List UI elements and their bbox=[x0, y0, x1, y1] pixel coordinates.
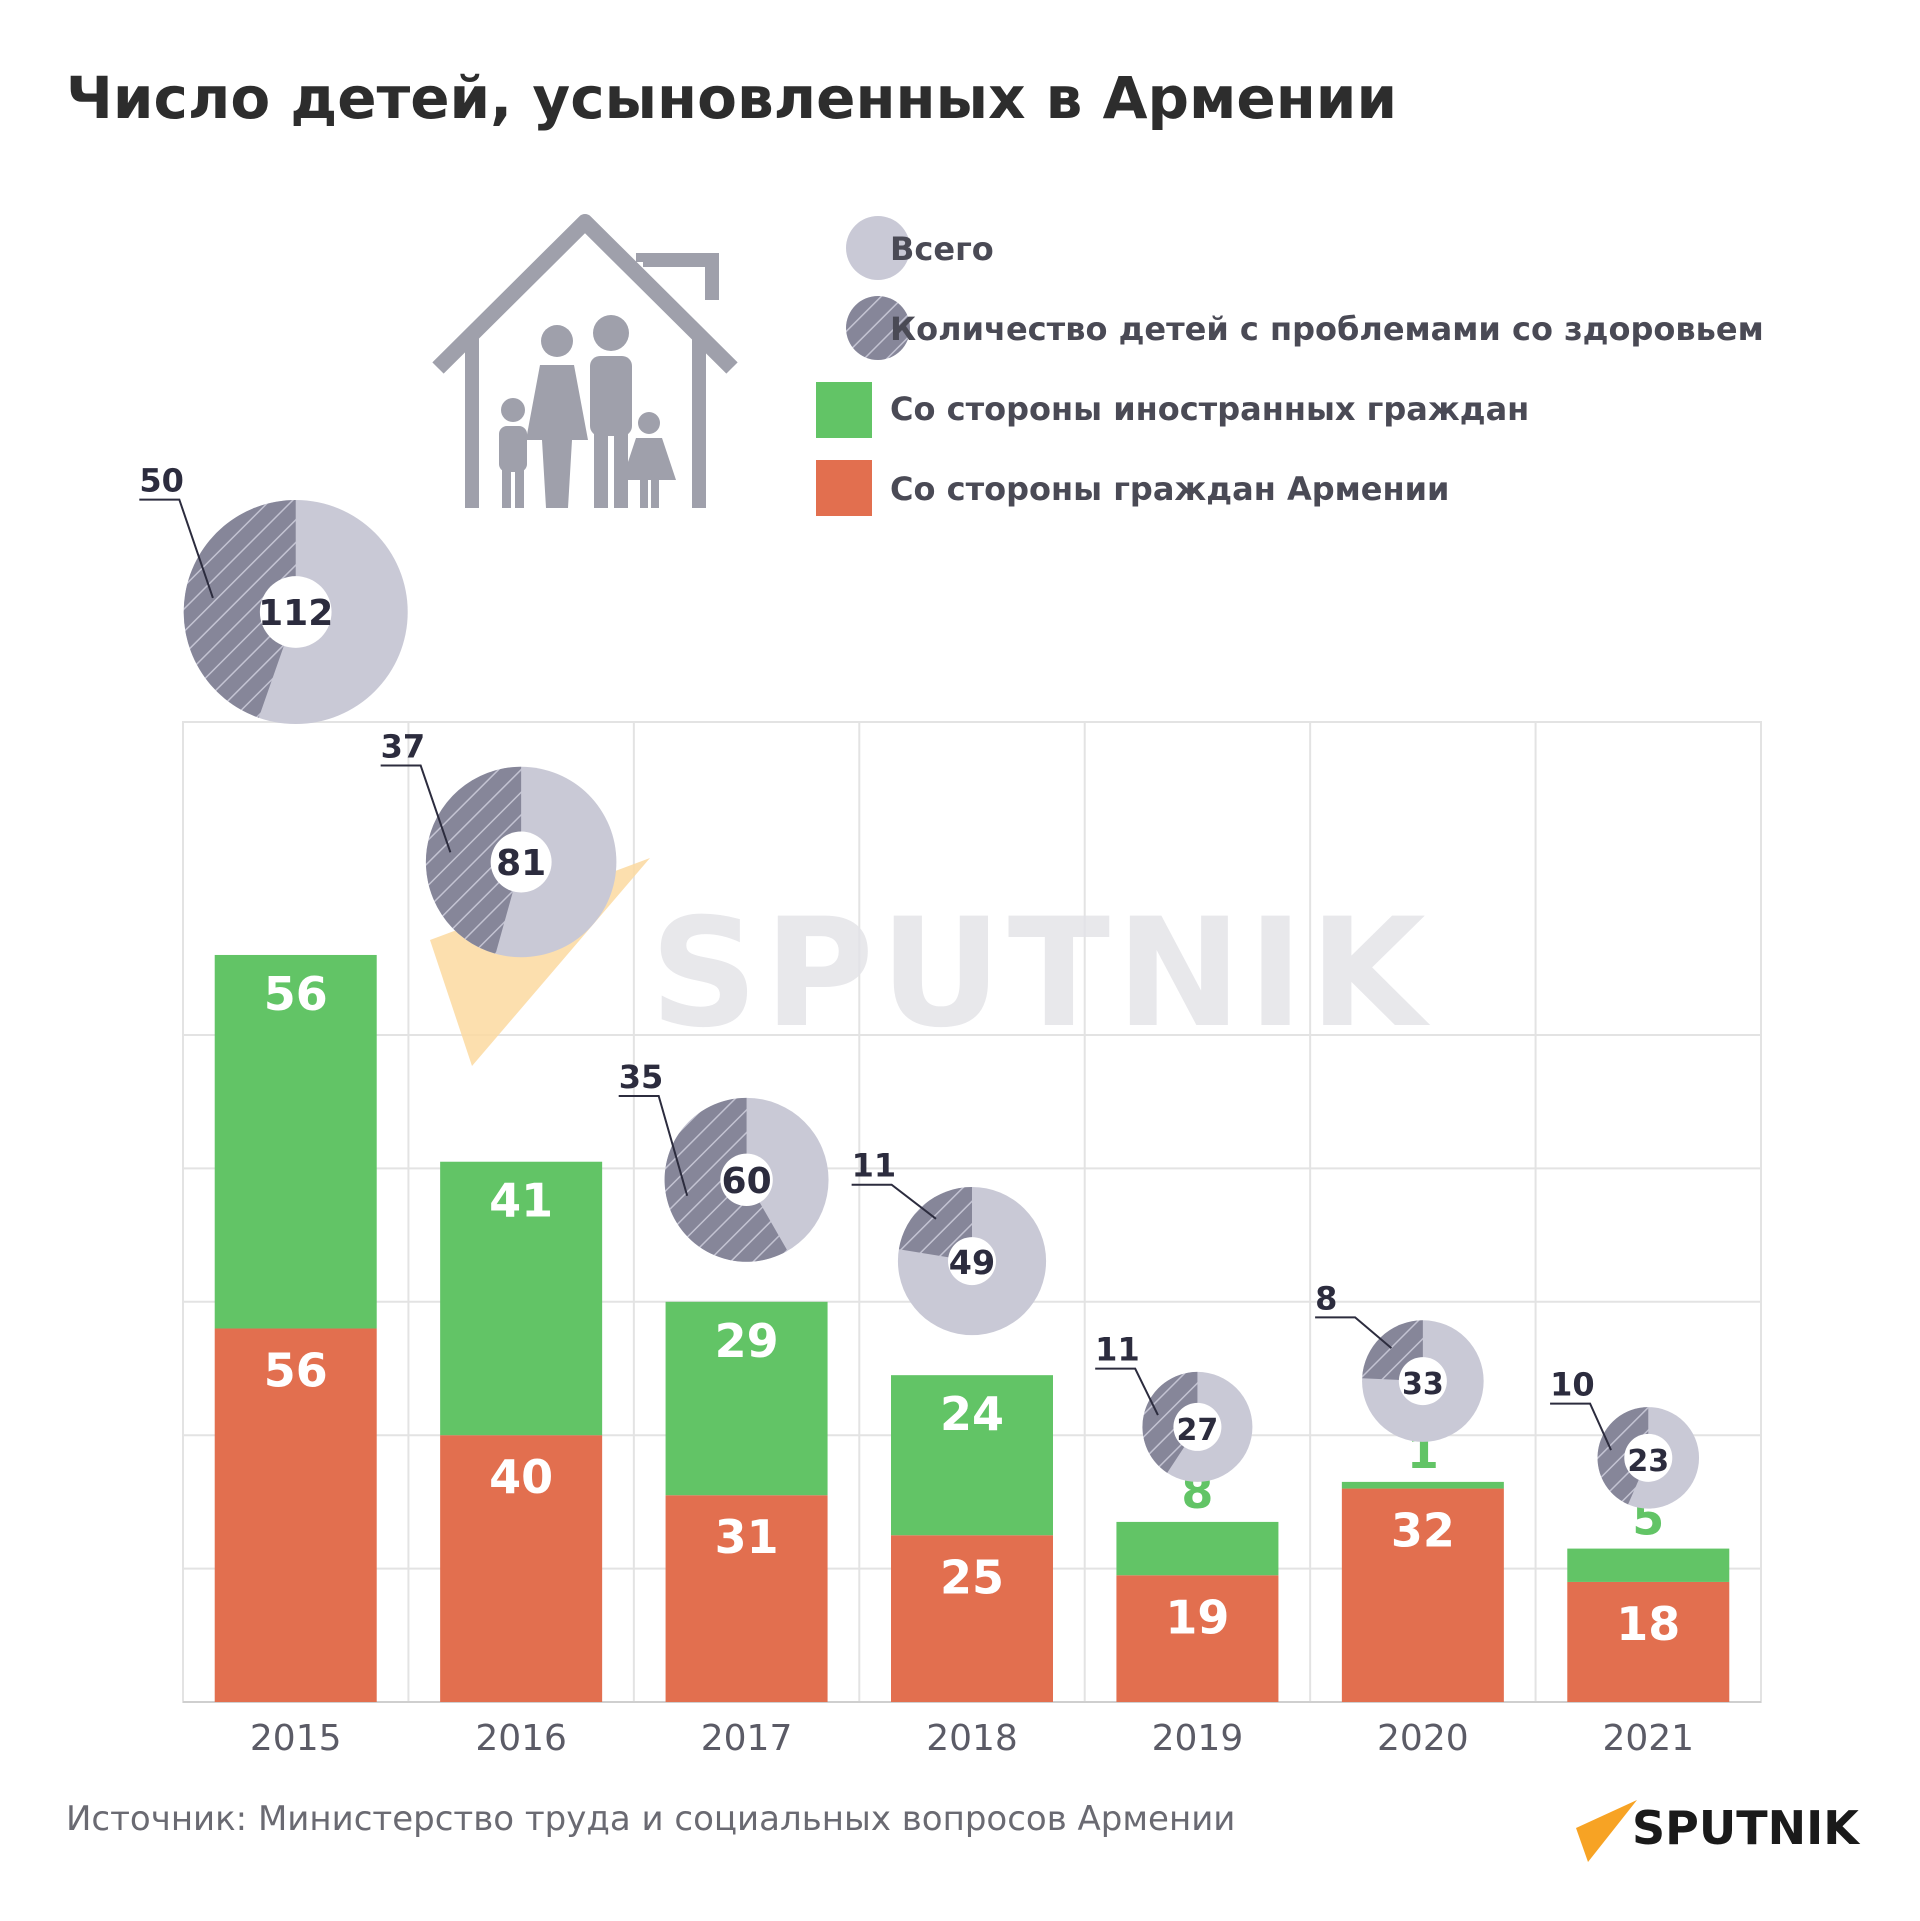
bar-label-armenian: 19 bbox=[1165, 1590, 1229, 1644]
bar-label-armenian: 31 bbox=[715, 1510, 779, 1564]
legend-label: Со стороны граждан Армении bbox=[890, 470, 1449, 508]
donut-2018: 49 11 bbox=[851, 1147, 1047, 1336]
bar-foreign-2019 bbox=[1116, 1521, 1279, 1576]
bar-foreign-2021 bbox=[1567, 1548, 1730, 1582]
donut-hole bbox=[1398, 1357, 1447, 1406]
donut-health-label: 8 bbox=[1315, 1279, 1337, 1317]
donut-health-label: 35 bbox=[619, 1058, 664, 1096]
x-tick-label: 2021 bbox=[1602, 1718, 1694, 1759]
donut-health-label: 11 bbox=[1095, 1331, 1140, 1369]
legend-label: Всего bbox=[890, 230, 994, 268]
bar-armenian-2016 bbox=[440, 1435, 603, 1702]
source-note: Источник: Министерство труда и социальны… bbox=[66, 1799, 1235, 1839]
donut-leader-line bbox=[139, 498, 214, 599]
donut-leader-line bbox=[1315, 1316, 1393, 1349]
bar-label-armenian: 18 bbox=[1616, 1597, 1680, 1651]
donut-total-label: 112 bbox=[258, 593, 333, 634]
donut-health-slice bbox=[1142, 1371, 1198, 1473]
sputnik-arrow-icon bbox=[1576, 1800, 1637, 1862]
donut-health-slice bbox=[1597, 1407, 1649, 1505]
legend-health-icon bbox=[846, 296, 910, 360]
bar-label-foreign: 41 bbox=[489, 1174, 553, 1228]
donut-health-slice bbox=[898, 1187, 972, 1262]
logo-text: SPUTNIK bbox=[1632, 1801, 1861, 1855]
bar-armenian-2021 bbox=[1567, 1581, 1730, 1702]
donut-leader-line bbox=[851, 1183, 937, 1220]
donut-2016: 81 37 bbox=[380, 728, 617, 958]
donut-hole bbox=[1173, 1402, 1222, 1451]
legend-armenian-icon bbox=[816, 460, 872, 516]
donut-leader-line bbox=[380, 764, 452, 853]
bar-foreign-2018 bbox=[891, 1375, 1053, 1536]
legend-total-icon bbox=[846, 216, 910, 280]
donut-total-label: 33 bbox=[1402, 1367, 1444, 1402]
bar-armenian-2017 bbox=[665, 1495, 828, 1702]
bar-armenian-2019 bbox=[1116, 1575, 1279, 1702]
x-tick-label: 2018 bbox=[926, 1718, 1018, 1759]
x-tick-label: 2016 bbox=[475, 1718, 567, 1759]
donut-total-label: 23 bbox=[1627, 1444, 1669, 1479]
bar-label-foreign: 29 bbox=[715, 1314, 779, 1368]
legend-label: Количество детей с проблемами со здоровь… bbox=[890, 310, 1764, 348]
bar-label-armenian: 56 bbox=[264, 1343, 328, 1397]
donut-hole bbox=[720, 1153, 773, 1207]
bar-label-armenian: 25 bbox=[940, 1550, 1004, 1604]
donut-total-label: 27 bbox=[1177, 1413, 1219, 1448]
bar-label-armenian: 40 bbox=[489, 1450, 553, 1504]
donut-leader-line bbox=[1095, 1367, 1159, 1416]
donut-hole bbox=[1624, 1433, 1673, 1482]
watermark-text: SPUTNIK bbox=[650, 887, 1432, 1061]
bar-foreign-2015 bbox=[214, 954, 377, 1329]
x-tick-label: 2017 bbox=[701, 1718, 793, 1759]
donut-health-label: 37 bbox=[381, 728, 426, 766]
family-house-icon bbox=[432, 214, 738, 508]
bar-armenian-2018 bbox=[891, 1535, 1053, 1702]
x-tick-label: 2019 bbox=[1152, 1718, 1244, 1759]
bar-armenian-2020 bbox=[1341, 1488, 1504, 1702]
donut-hole bbox=[490, 831, 552, 893]
donut-leader-line bbox=[1550, 1402, 1612, 1451]
legend-label: Со стороны иностранных граждан bbox=[890, 390, 1529, 428]
donut-hole bbox=[259, 576, 332, 648]
sputnik-logo: SPUTNIK bbox=[1576, 1800, 1861, 1862]
bar-foreign-2020 bbox=[1341, 1481, 1504, 1489]
bar-armenian-2015 bbox=[214, 1328, 377, 1702]
donut-2017: 60 35 bbox=[618, 1058, 829, 1262]
legend: Всего Количество детей с проблемами со з… bbox=[816, 216, 1764, 516]
legend-foreign-icon bbox=[816, 382, 872, 438]
donut-2019: 27 11 bbox=[1095, 1331, 1253, 1482]
x-tick-label: 2015 bbox=[250, 1718, 342, 1759]
donut-2021: 23 10 bbox=[1550, 1366, 1700, 1509]
donut-total-label: 60 bbox=[722, 1161, 772, 1202]
donut-health-slice bbox=[425, 766, 522, 954]
donut-leader-line bbox=[618, 1094, 689, 1197]
donut-health-label: 10 bbox=[1550, 1366, 1595, 1404]
donut-total-label: 49 bbox=[949, 1243, 995, 1282]
donut-health-slice bbox=[183, 500, 296, 718]
x-axis-ticks: 2015 2016 2017 2018 2019 2020 2021 bbox=[250, 1718, 1694, 1759]
donut-2015: 112 50 bbox=[139, 462, 408, 724]
sputnik-watermark: SPUTNIK bbox=[430, 858, 1432, 1066]
chart-title: Число детей, усыновленных в Армении bbox=[66, 64, 1397, 132]
bar-label-foreign: 24 bbox=[940, 1387, 1004, 1441]
bar-label-armenian: 32 bbox=[1391, 1504, 1455, 1558]
donut-health-label: 50 bbox=[139, 462, 184, 500]
donut-health-label: 11 bbox=[852, 1147, 897, 1185]
bar-foreign-2017 bbox=[665, 1301, 828, 1496]
bar-label-foreign: 56 bbox=[264, 967, 328, 1021]
bar-foreign-2016 bbox=[440, 1161, 603, 1436]
donut-total-label: 81 bbox=[496, 843, 546, 884]
donut-2020: 33 8 bbox=[1315, 1279, 1484, 1442]
donuts: 112 50 81 37 60 35 49 11 27 11 33 8 23 10 bbox=[139, 462, 1700, 1509]
x-tick-label: 2020 bbox=[1377, 1718, 1469, 1759]
donut-hole bbox=[948, 1237, 996, 1286]
